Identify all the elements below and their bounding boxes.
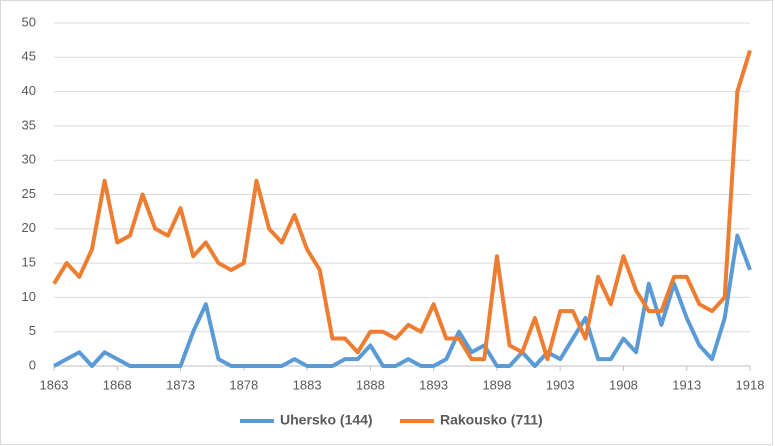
x-tick-label: 1873 [166, 377, 195, 392]
legend-text: Rakousko (711) [440, 412, 543, 428]
x-tick-label: 1888 [356, 377, 385, 392]
y-tick-label: 40 [22, 83, 36, 98]
series-line [53, 233, 752, 368]
x-tick-label: 1898 [482, 377, 511, 392]
y-tick-label: 30 [22, 152, 36, 167]
x-tick-label: 1883 [293, 377, 322, 392]
x-tick-label: 1878 [229, 377, 258, 392]
x-tick-label: 1903 [546, 377, 575, 392]
x-tick-label: 1893 [419, 377, 448, 392]
x-tick-label: 1918 [736, 377, 765, 392]
legend-text: Uhersko (144) [280, 412, 373, 428]
series-line [52, 49, 752, 362]
y-tick-label: 50 [22, 14, 36, 29]
x-tick-label: 1863 [40, 377, 69, 392]
y-tick-label: 45 [22, 49, 36, 64]
y-tick-label: 0 [29, 357, 36, 372]
y-tick-label: 35 [22, 117, 36, 132]
y-tick-label: 15 [22, 255, 36, 270]
x-tick-label: 1868 [103, 377, 132, 392]
y-tick-label: 20 [22, 220, 36, 235]
y-tick-label: 10 [22, 289, 36, 304]
y-tick-label: 25 [22, 186, 36, 201]
y-tick-label: 5 [29, 323, 36, 338]
x-tick-label: 1908 [609, 377, 638, 392]
x-tick-label: 1913 [672, 377, 701, 392]
